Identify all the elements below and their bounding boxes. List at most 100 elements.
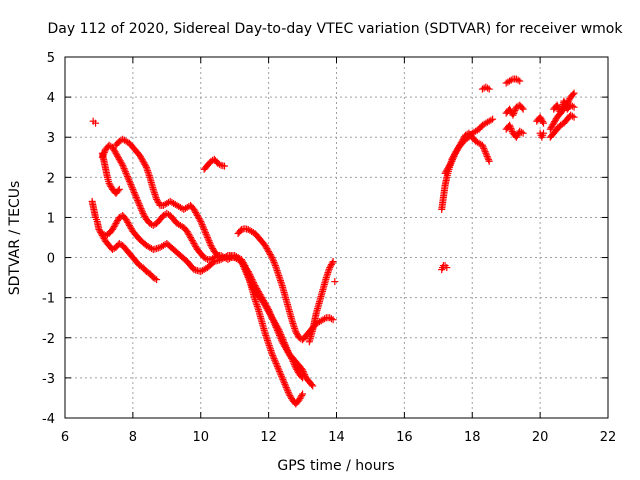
data-point	[136, 203, 144, 211]
data-point	[263, 245, 271, 253]
data-point	[570, 103, 578, 111]
data-point	[451, 149, 459, 157]
x-tick-label: 12	[260, 430, 277, 445]
data-point	[207, 242, 215, 250]
data-point	[243, 270, 251, 278]
data-point	[105, 179, 113, 187]
x-axis-title: GPS time / hours	[277, 458, 394, 474]
data-point	[484, 154, 492, 162]
data-point	[292, 364, 300, 372]
data-point	[537, 115, 545, 123]
series-21	[546, 111, 578, 141]
data-point	[196, 216, 204, 224]
data-point	[441, 169, 449, 177]
chart-title: Day 112 of 2020, Sidereal Day-to-day VTE…	[48, 21, 624, 37]
data-point	[328, 259, 336, 267]
data-point	[478, 141, 486, 149]
data-point	[295, 396, 303, 404]
data-point	[327, 315, 335, 323]
data-point	[444, 163, 452, 171]
x-tick-label: 14	[328, 430, 345, 445]
data-point	[191, 207, 199, 215]
data-point	[516, 77, 524, 85]
data-point	[121, 168, 129, 176]
series-17	[502, 101, 527, 119]
data-point	[202, 255, 210, 263]
data-point	[485, 157, 493, 165]
data-point	[123, 171, 131, 179]
data-point	[215, 160, 223, 168]
data-point	[275, 367, 283, 375]
data-point	[199, 222, 207, 230]
data-point	[282, 384, 290, 392]
data-point	[282, 343, 290, 351]
data-point	[204, 235, 212, 243]
data-point	[190, 240, 198, 248]
data-point	[209, 245, 217, 253]
data-point	[551, 118, 559, 126]
data-point	[290, 361, 298, 369]
data-point	[275, 326, 283, 334]
data-point	[125, 177, 133, 185]
data-point	[483, 151, 491, 159]
data-point	[118, 160, 126, 168]
data-point	[137, 154, 145, 162]
data-point	[269, 353, 277, 361]
y-tick-label: 0	[47, 252, 55, 267]
data-point	[106, 181, 114, 189]
data-point	[327, 262, 335, 270]
data-point	[191, 241, 199, 249]
data-point	[458, 137, 466, 145]
data-point	[114, 187, 122, 195]
data-point	[271, 358, 279, 366]
data-point	[190, 205, 198, 213]
data-point	[114, 154, 122, 162]
data-point	[269, 351, 277, 359]
data-point	[99, 152, 107, 160]
data-point	[508, 126, 516, 134]
data-point	[141, 212, 149, 220]
data-point	[536, 113, 544, 121]
data-point	[114, 152, 122, 160]
data-point	[113, 151, 121, 159]
data-point	[487, 116, 495, 124]
data-point	[267, 312, 275, 320]
data-point	[124, 174, 132, 182]
data-point	[127, 224, 135, 232]
series-1	[89, 117, 100, 127]
data-point	[551, 116, 559, 124]
data-point	[565, 96, 573, 104]
data-point	[141, 160, 149, 168]
data-point	[270, 355, 278, 363]
x-tick-label: 22	[600, 430, 617, 445]
data-point	[321, 315, 329, 323]
data-point	[110, 222, 118, 230]
data-point	[189, 238, 197, 246]
data-point	[299, 390, 307, 398]
data-point	[127, 181, 135, 189]
data-point	[539, 118, 547, 126]
data-point	[449, 156, 457, 164]
data-point	[269, 257, 277, 265]
data-point	[275, 366, 283, 374]
data-point	[111, 221, 119, 229]
data-point	[298, 391, 306, 399]
data-point	[138, 206, 146, 214]
data-point	[271, 356, 279, 364]
data-point	[266, 311, 274, 319]
data-point	[183, 227, 191, 235]
data-point	[119, 161, 127, 169]
data-point	[266, 251, 274, 259]
data-point	[109, 145, 117, 153]
data-point	[279, 335, 287, 343]
data-point	[278, 372, 286, 380]
data-point	[153, 197, 161, 205]
data-point	[506, 105, 514, 113]
data-point	[293, 365, 301, 373]
data-point	[297, 373, 305, 381]
data-point	[192, 208, 200, 216]
data-point	[511, 106, 519, 114]
data-point	[482, 149, 490, 157]
x-tick-label: 8	[129, 430, 137, 445]
